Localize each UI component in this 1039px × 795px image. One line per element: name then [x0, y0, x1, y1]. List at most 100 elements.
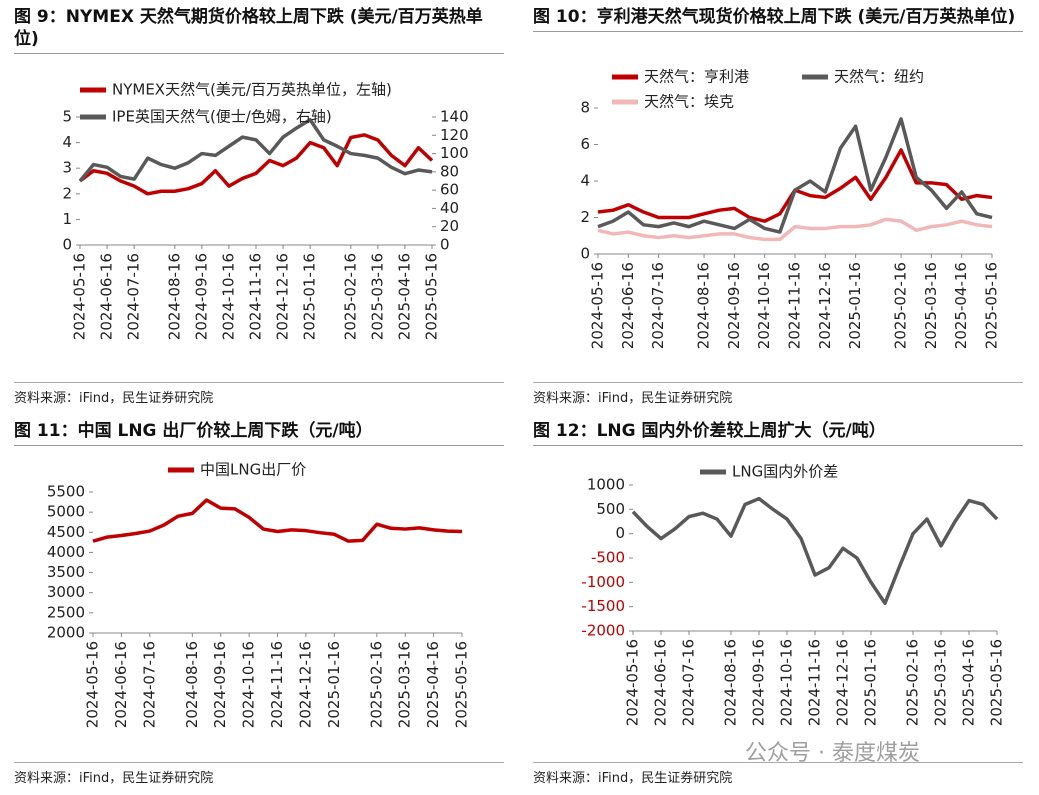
- legend-label: 中国LNG出厂价: [200, 461, 306, 479]
- y2-tick-label: 140: [440, 108, 469, 126]
- y-tick-label: 4000: [47, 543, 85, 561]
- x-tick-label: 2025-03-16: [922, 262, 940, 349]
- x-tick-label: 2024-10-16: [755, 262, 773, 349]
- source: 资料来源：iFind，民生证券研究院: [533, 382, 1023, 406]
- x-tick-label: 2025-01-16: [325, 641, 343, 728]
- series-line: [597, 148, 993, 223]
- y-tick-label: -500: [591, 549, 625, 567]
- x-tick-label: 2025-02-16: [904, 639, 922, 726]
- y-tick-label: 3000: [47, 583, 85, 601]
- x-tick-label: 2024-09-16: [750, 639, 768, 726]
- x-tick-label: 2024-06-16: [98, 253, 116, 340]
- x-tick-label: 2024-07-16: [125, 253, 143, 340]
- source: 资料来源：iFind，民生证券研究院: [14, 762, 504, 786]
- x-tick-label: 2024-09-16: [192, 253, 210, 340]
- y-tick-label: -1500: [581, 597, 625, 615]
- series-line: [631, 496, 999, 606]
- x-tick-label: 2024-10-16: [240, 641, 258, 728]
- x-tick-label: 2024-07-16: [140, 641, 158, 728]
- y-tick-label: 4: [62, 133, 72, 151]
- x-tick-label: 2025-03-16: [396, 641, 414, 728]
- x-tick-label: 2024-11-16: [786, 262, 804, 349]
- y-tick-label: 1000: [587, 476, 625, 494]
- y-tick-label: 2500: [47, 603, 85, 621]
- legend-label: 天然气：埃克: [644, 93, 734, 111]
- legend-label: LNG国内外价差: [732, 463, 838, 481]
- series-line: [597, 217, 993, 242]
- y-tick-label: 5000: [47, 503, 85, 521]
- x-tick-label: 2025-01-16: [301, 253, 319, 340]
- y2-tick-label: 100: [440, 144, 469, 162]
- x-tick-label: 2025-05-16: [983, 262, 1001, 349]
- x-tick-label: 2024-08-16: [165, 253, 183, 340]
- source: 资料来源：iFind，民生证券研究院: [533, 762, 1023, 786]
- x-tick-label: 2025-02-16: [341, 253, 359, 340]
- series-line: [92, 498, 463, 543]
- x-tick-label: 2025-03-16: [932, 639, 950, 726]
- x-tick-label: 2024-05-16: [84, 641, 102, 728]
- y-tick-label: -1000: [581, 573, 625, 591]
- y-tick-label: 0: [62, 236, 72, 254]
- y-tick-label: 8: [580, 99, 590, 117]
- y-tick-label: 0: [615, 524, 625, 542]
- x-tick-label: 2025-04-16: [395, 253, 413, 340]
- x-tick-label: 2024-05-16: [624, 639, 642, 726]
- y-tick-label: 1: [62, 210, 72, 228]
- x-tick-label: 2025-02-16: [892, 262, 910, 349]
- legend-label: 天然气：纽约: [834, 68, 924, 86]
- x-tick-label: 2025-05-16: [988, 639, 1006, 726]
- y-tick-label: -2000: [581, 622, 625, 640]
- y-tick-label: 2000: [47, 624, 85, 642]
- chart-title: 图 10：亨利港天然气现货价格较上周下跌 (美元/百万英热单位): [533, 6, 1023, 32]
- y-tick-label: 4500: [47, 523, 85, 541]
- y-tick-label: 2: [62, 184, 72, 202]
- y2-tick-label: 120: [440, 126, 469, 144]
- y-tick-label: 3500: [47, 563, 85, 581]
- x-tick-label: 2025-02-16: [367, 641, 385, 728]
- x-tick-label: 2024-09-16: [725, 262, 743, 349]
- x-tick-label: 2024-08-16: [722, 639, 740, 726]
- watermark: 公众号 · 泰度煤炭: [745, 741, 920, 766]
- x-tick-label: 2025-01-16: [862, 639, 880, 726]
- y2-tick-label: 0: [440, 236, 450, 254]
- x-tick-label: 2024-11-16: [247, 253, 265, 340]
- y-tick-label: 2: [580, 208, 590, 226]
- x-tick-label: 2025-05-16: [423, 253, 441, 340]
- legend-label: NYMEX天然气(美元/百万英热单位，左轴): [112, 81, 392, 99]
- chart-title: 图 11：中国 LNG 出厂价较上周下跌（元/吨）: [14, 420, 504, 446]
- y-tick-label: 3: [62, 159, 72, 177]
- series-line: [78, 133, 434, 196]
- x-tick-label: 2024-05-16: [589, 262, 607, 349]
- x-tick-label: 2024-06-16: [619, 262, 637, 349]
- y2-tick-label: 20: [440, 217, 459, 235]
- y2-tick-label: 80: [440, 162, 459, 180]
- x-tick-label: 2024-05-16: [71, 253, 89, 340]
- y-tick-label: 5500: [47, 483, 85, 501]
- y-tick-label: 0: [580, 245, 590, 263]
- y-tick-label: 4: [580, 172, 590, 190]
- x-tick-label: 2024-10-16: [778, 639, 796, 726]
- x-tick-label: 2024-12-16: [274, 253, 292, 340]
- series-line: [78, 117, 433, 183]
- x-tick-label: 2024-06-16: [652, 639, 670, 726]
- legend-label: 天然气：亨利港: [644, 68, 749, 86]
- chart-title: 图 9：NYMEX 天然气期货价格较上周下跌 (美元/百万英热单位): [14, 6, 504, 54]
- x-tick-label: 2024-07-16: [680, 639, 698, 726]
- x-tick-label: 2024-08-16: [695, 262, 713, 349]
- x-tick-label: 2024-12-16: [816, 262, 834, 349]
- y2-tick-label: 60: [440, 181, 459, 199]
- x-tick-label: 2024-06-16: [112, 641, 130, 728]
- x-tick-label: 2024-11-16: [806, 639, 824, 726]
- x-tick-label: 2025-01-16: [846, 262, 864, 349]
- x-tick-label: 2024-10-16: [219, 253, 237, 340]
- x-tick-label: 2025-04-16: [424, 641, 442, 728]
- legend-label: IPE英国天然气(便士/色姆，右轴): [112, 108, 332, 126]
- y2-tick-label: 40: [440, 199, 459, 217]
- chart-title: 图 12：LNG 国内外价差较上周扩大（元/吨）: [533, 420, 1023, 446]
- x-tick-label: 2025-04-16: [952, 262, 970, 349]
- x-tick-label: 2025-03-16: [368, 253, 386, 340]
- x-tick-label: 2024-09-16: [211, 641, 229, 728]
- x-tick-label: 2025-04-16: [960, 639, 978, 726]
